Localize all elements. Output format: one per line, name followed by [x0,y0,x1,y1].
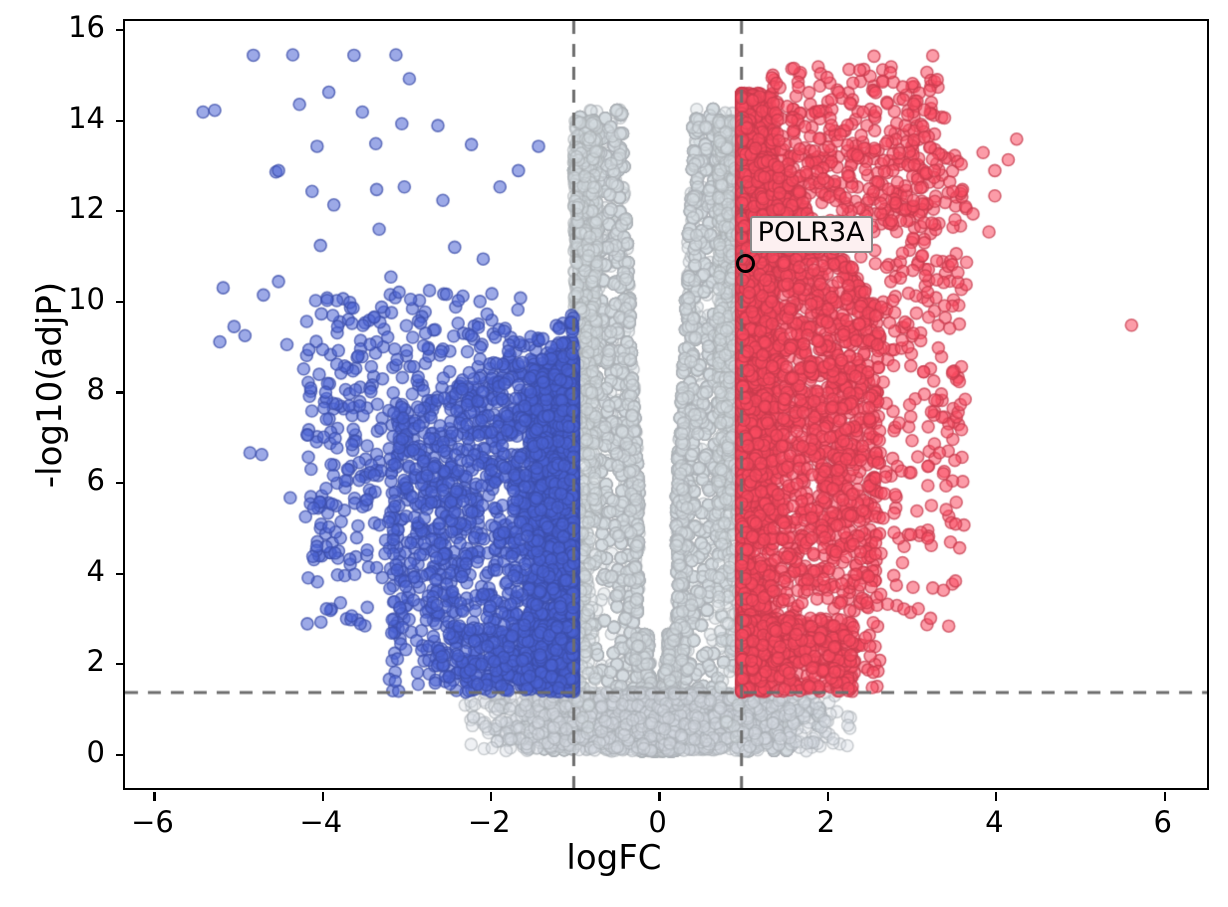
x-tick-mark [658,792,661,801]
y-axis-title: -log10(adjP) [30,281,70,489]
y-tick-mark [116,119,125,122]
x-tick-label: 4 [985,805,1004,839]
x-tick-mark [153,792,156,801]
x-tick-label: 2 [816,805,836,839]
y-tick-label: 6 [86,463,105,498]
x-tick-label: −4 [299,805,343,839]
y-tick-mark [116,753,125,756]
y-tick-mark [116,572,125,575]
y-tick-mark [116,28,125,32]
x-axis-title: logFC [566,838,662,878]
y-axis-title-wrapper: -log10(adjP) [30,15,90,755]
y-tick-label: 2 [86,644,105,679]
y-tick-label: 4 [86,553,105,588]
gene-annotation-label: POLR3A [749,216,873,253]
x-tick-label: 6 [1153,805,1172,839]
y-tick-label: 0 [86,734,105,769]
y-tick-mark [116,300,125,303]
y-tick-mark [116,210,125,213]
y-tick-label: 12 [68,191,105,226]
x-tick-label: −6 [131,805,174,839]
x-tick-label: 0 [648,805,667,839]
y-tick-label: 14 [68,100,105,135]
y-tick-mark [116,663,125,666]
y-tick-label: 8 [86,372,105,407]
y-tick-label: 10 [68,281,105,316]
x-tick-mark [995,792,998,801]
y-tick-label: 16 [68,10,105,45]
x-tick-mark [490,792,493,801]
plot-area: POLR3A [116,19,1209,801]
y-tick-mark [116,481,125,485]
x-tick-mark [826,792,830,801]
highlighted-gene-marker [735,253,755,273]
x-tick-label: −2 [467,805,511,839]
x-tick-mark [321,792,324,801]
y-tick-mark [116,391,125,394]
scatter-points-layer [125,21,1207,788]
x-tick-mark [1163,792,1166,801]
